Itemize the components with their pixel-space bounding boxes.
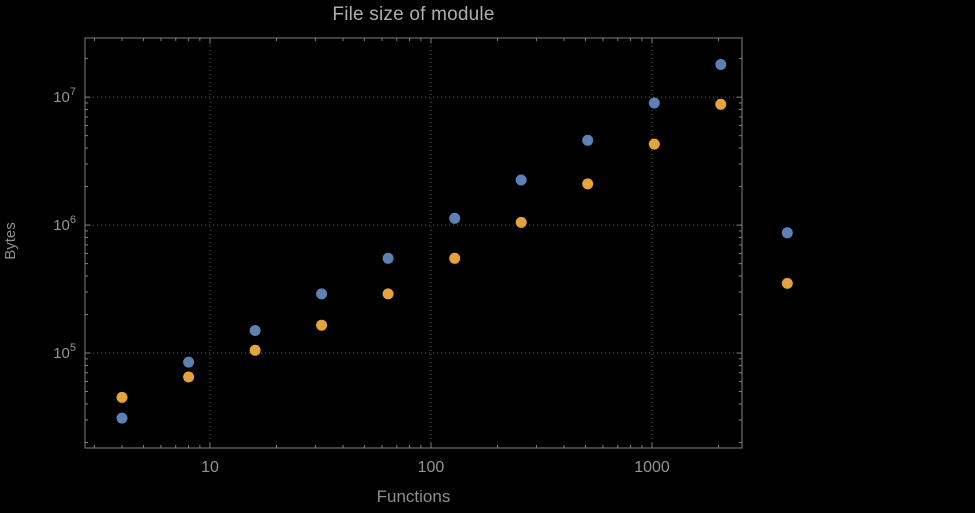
- axis-ticks: [85, 38, 742, 448]
- data-point: [449, 212, 461, 224]
- data-point: [515, 174, 527, 186]
- chart-title: File size of module: [332, 4, 495, 25]
- plot-frame: [84, 37, 743, 449]
- x-tick-label: 10: [201, 459, 219, 476]
- data-point: [648, 97, 660, 109]
- data-point: [715, 98, 727, 110]
- x-tick-label: 100: [418, 459, 445, 476]
- data-point: [316, 288, 328, 300]
- data-point: [183, 371, 195, 383]
- gridlines: [85, 38, 742, 448]
- data-point: [582, 134, 594, 146]
- data-point: [781, 277, 793, 289]
- y-tick-label: 106: [53, 214, 76, 234]
- data-point: [648, 138, 660, 150]
- y-axis-label: Bytes: [2, 222, 19, 260]
- data-point: [449, 252, 461, 264]
- data-point: [116, 412, 128, 424]
- data-point: [183, 356, 195, 368]
- x-axis-label: Functions: [376, 487, 451, 506]
- series-blue: [116, 59, 793, 424]
- series-orange: [116, 98, 793, 403]
- x-tick-label: 1000: [634, 459, 670, 476]
- data-point: [515, 216, 527, 228]
- data-point: [781, 227, 793, 239]
- data-point: [116, 391, 128, 403]
- data-point: [582, 178, 594, 190]
- data-point: [715, 59, 727, 70]
- y-tick-label: 107: [53, 86, 76, 106]
- data-point: [382, 252, 394, 264]
- data-point: [249, 325, 261, 336]
- y-tick-label: 105: [53, 342, 76, 362]
- data-point: [249, 344, 261, 356]
- data-point: [382, 288, 394, 300]
- data-point: [316, 319, 328, 331]
